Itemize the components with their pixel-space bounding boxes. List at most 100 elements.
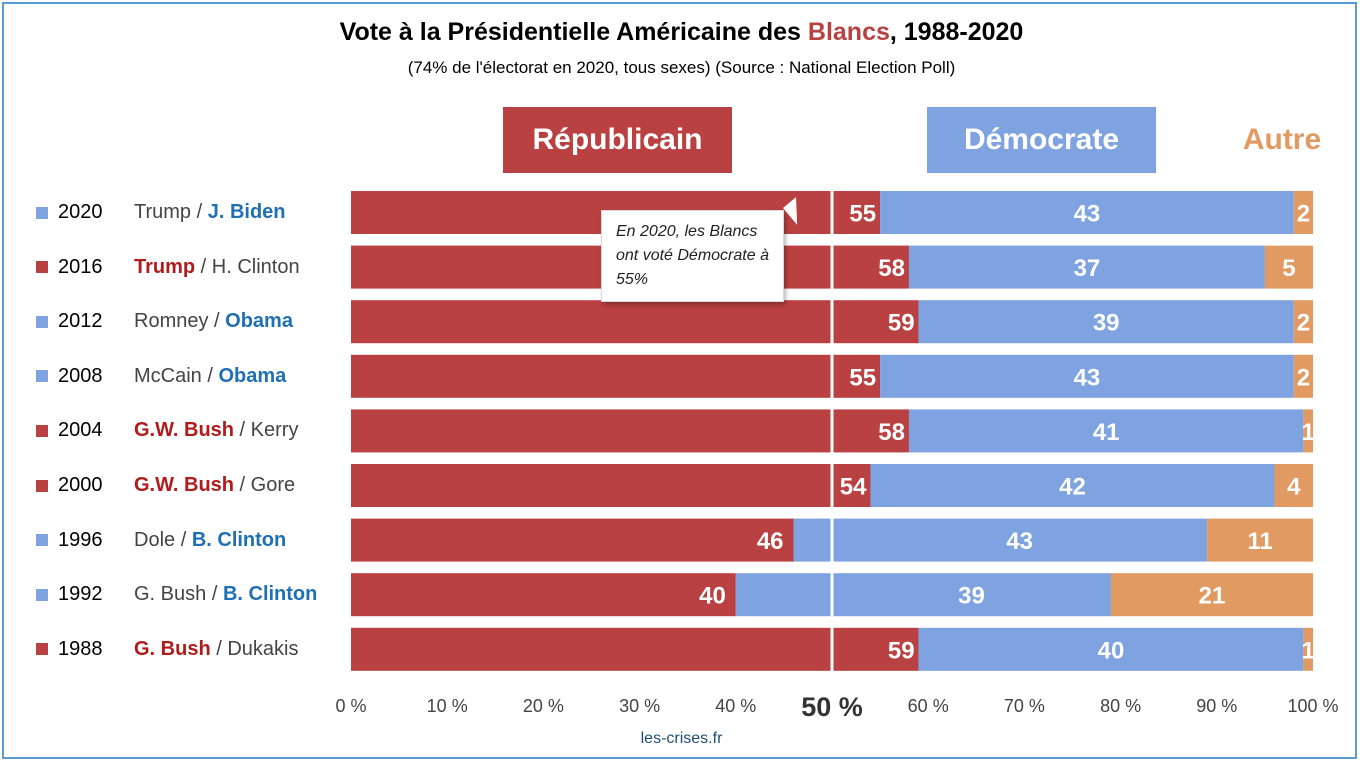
- label-democrat-1992: 39: [958, 583, 985, 610]
- bar-other-2004: [1303, 409, 1313, 453]
- candidate-separator: /: [191, 201, 208, 223]
- label-democrat-1996: 43: [1006, 528, 1033, 555]
- winner-square: [36, 261, 48, 274]
- democrat-candidate: Dukakis: [227, 637, 299, 660]
- year-label-1992: 1992: [36, 581, 103, 609]
- x-tick-40: 40 %: [715, 696, 756, 716]
- label-democrat-2012: 39: [1093, 310, 1120, 337]
- title-highlight: Blancs: [807, 18, 890, 46]
- year-text: 2016: [58, 255, 103, 278]
- label-other-1988: 1: [1302, 637, 1315, 664]
- x-tick-100: 100 %: [1287, 696, 1338, 716]
- label-other-2020: 2: [1297, 201, 1310, 228]
- candidate-separator: /: [175, 528, 192, 551]
- bar-democrat-1988: [918, 627, 1304, 671]
- democrat-candidate: J. Biden: [207, 201, 286, 223]
- label-other-2012: 2: [1297, 310, 1310, 337]
- x-tick-30: 30 %: [619, 696, 660, 716]
- bar-republican-1992: [351, 573, 736, 617]
- candidates-2012: Romney / Obama: [134, 308, 293, 336]
- header-democrat: Démocrate: [927, 107, 1156, 173]
- x-tick-90: 90 %: [1196, 696, 1237, 716]
- year-label-2004: 2004: [36, 417, 103, 445]
- candidate-separator: /: [208, 310, 226, 333]
- header-other: Autre: [1242, 123, 1322, 156]
- label-republican-2008: 55: [849, 364, 876, 391]
- label-democrat-2000: 42: [1059, 474, 1086, 501]
- year-text: 2000: [58, 474, 103, 496]
- winner-square: [36, 206, 48, 219]
- source-credit: les-crises.fr: [640, 730, 723, 747]
- candidate-separator: /: [234, 474, 251, 496]
- candidates-1996: Dole / B. Clinton: [134, 526, 286, 554]
- bar-other-1992: [1110, 573, 1313, 617]
- bar-republican-2000: [351, 464, 871, 507]
- year-label-1988: 1988: [36, 635, 103, 663]
- bar-democrat-2000: [870, 464, 1275, 507]
- bar-democrat-1996: [793, 518, 1208, 562]
- x-tick-10: 10 %: [427, 696, 468, 716]
- bar-other-1988: [1303, 627, 1313, 671]
- democrat-candidate: Gore: [250, 474, 296, 496]
- year-text: 1996: [58, 528, 103, 551]
- bar-other-2000: [1274, 464, 1313, 507]
- bar-republican-1988: [351, 627, 919, 671]
- divider-50: [830, 189, 834, 675]
- bar-other-2008: [1293, 354, 1313, 398]
- year-text: 2008: [58, 364, 103, 387]
- label-other-2016: 5: [1282, 255, 1295, 282]
- democrat-candidate: B. Clinton: [222, 583, 318, 606]
- year-text: 1988: [58, 637, 103, 660]
- x-tick-20: 20 %: [523, 696, 564, 716]
- label-democrat-2008: 43: [1074, 364, 1101, 391]
- republican-candidate: G.W. Bush: [134, 419, 234, 442]
- x-tick-50: 50 %: [801, 692, 863, 722]
- winner-square: [36, 643, 48, 656]
- republican-candidate: G.W. Bush: [134, 474, 234, 496]
- bar-other-2016: [1264, 245, 1313, 289]
- democrat-candidate: B. Clinton: [191, 528, 287, 551]
- bar-other-2020: [1293, 191, 1313, 234]
- label-other-1992: 21: [1199, 583, 1226, 610]
- republican-candidate: Dole: [134, 528, 176, 551]
- chart-subtitle: (74% de l'électorat en 2020, tous sexes)…: [407, 58, 956, 77]
- republican-candidate: G. Bush: [134, 583, 207, 606]
- year-label-2000: 2000: [36, 472, 103, 500]
- candidates-2000: G.W. Bush / Gore: [134, 472, 295, 500]
- candidate-separator: /: [206, 583, 223, 606]
- year-label-1996: 1996: [36, 526, 103, 554]
- candidate-separator: /: [201, 364, 219, 387]
- label-republican-1988: 59: [888, 637, 915, 664]
- label-other-2004: 1: [1302, 419, 1315, 446]
- year-label-2020: 2020: [36, 199, 103, 227]
- democrat-candidate: Obama: [218, 364, 287, 387]
- bar-democrat-2020: [880, 191, 1294, 234]
- x-tick-60: 60 %: [908, 696, 949, 716]
- bar-democrat-2012: [918, 300, 1294, 344]
- candidates-2008: McCain / Obama: [134, 362, 286, 390]
- candidates-1992: G. Bush / B. Clinton: [134, 581, 317, 609]
- bar-republican-1996: [351, 518, 794, 562]
- year-label-2012: 2012: [36, 308, 103, 336]
- x-tick-80: 80 %: [1100, 696, 1141, 716]
- winner-square: [36, 479, 48, 492]
- democrat-candidate: Obama: [225, 310, 293, 333]
- year-text: 2012: [58, 310, 103, 333]
- bar-other-2012: [1293, 300, 1313, 344]
- x-tick-70: 70 %: [1004, 696, 1045, 716]
- candidate-separator: /: [234, 419, 251, 442]
- callout-box: En 2020, les Blancs ont voté Démocrate à…: [601, 210, 784, 302]
- label-democrat-1988: 40: [1098, 637, 1125, 664]
- bar-republican-2012: [351, 300, 919, 344]
- x-tick-0: 0 %: [335, 696, 366, 716]
- label-republican-2020: 55: [849, 201, 876, 228]
- winner-square: [36, 315, 48, 328]
- label-democrat-2020: 43: [1074, 201, 1101, 228]
- label-democrat-2004: 41: [1093, 419, 1120, 446]
- label-republican-2000: 54: [840, 474, 867, 501]
- republican-candidate: McCain: [134, 364, 202, 387]
- year-label-2008: 2008: [36, 362, 103, 390]
- bar-republican-2004: [351, 409, 909, 453]
- democrat-candidate: H. Clinton: [211, 255, 300, 278]
